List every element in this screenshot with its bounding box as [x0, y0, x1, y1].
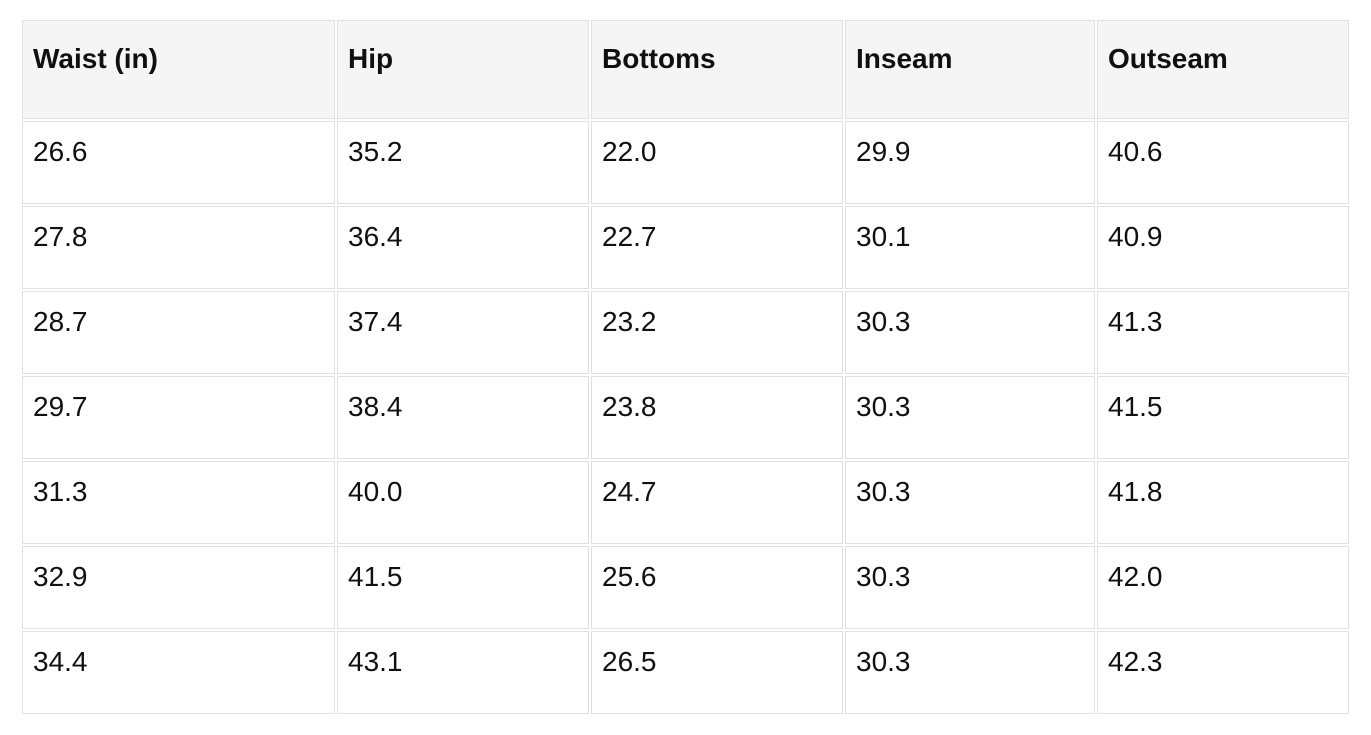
table-row: 26.6 35.2 22.0 29.9 40.6 [22, 121, 1349, 204]
cell-waist: 32.9 [22, 546, 335, 629]
cell-hip: 36.4 [337, 206, 589, 289]
cell-outseam: 41.5 [1097, 376, 1349, 459]
cell-inseam: 30.3 [845, 376, 1095, 459]
cell-outseam: 42.0 [1097, 546, 1349, 629]
cell-inseam: 30.1 [845, 206, 1095, 289]
cell-waist: 26.6 [22, 121, 335, 204]
cell-waist: 27.8 [22, 206, 335, 289]
column-header-bottoms: Bottoms [591, 20, 843, 119]
cell-bottoms: 25.6 [591, 546, 843, 629]
cell-bottoms: 23.2 [591, 291, 843, 374]
size-chart-wrapper: Waist (in) Hip Bottoms Inseam Outseam 26… [20, 18, 1351, 716]
cell-waist: 34.4 [22, 631, 335, 714]
column-header-waist: Waist (in) [22, 20, 335, 119]
table-row: 34.4 43.1 26.5 30.3 42.3 [22, 631, 1349, 714]
cell-hip: 40.0 [337, 461, 589, 544]
column-header-outseam: Outseam [1097, 20, 1349, 119]
column-header-inseam: Inseam [845, 20, 1095, 119]
table-row: 31.3 40.0 24.7 30.3 41.8 [22, 461, 1349, 544]
cell-waist: 29.7 [22, 376, 335, 459]
column-header-hip: Hip [337, 20, 589, 119]
cell-bottoms: 22.0 [591, 121, 843, 204]
cell-outseam: 42.3 [1097, 631, 1349, 714]
cell-hip: 35.2 [337, 121, 589, 204]
cell-outseam: 41.8 [1097, 461, 1349, 544]
table-row: 27.8 36.4 22.7 30.1 40.9 [22, 206, 1349, 289]
cell-waist: 28.7 [22, 291, 335, 374]
cell-inseam: 30.3 [845, 461, 1095, 544]
table-row: 29.7 38.4 23.8 30.3 41.5 [22, 376, 1349, 459]
cell-hip: 38.4 [337, 376, 589, 459]
cell-bottoms: 23.8 [591, 376, 843, 459]
cell-outseam: 41.3 [1097, 291, 1349, 374]
cell-bottoms: 24.7 [591, 461, 843, 544]
header-row: Waist (in) Hip Bottoms Inseam Outseam [22, 20, 1349, 119]
cell-hip: 41.5 [337, 546, 589, 629]
table-header: Waist (in) Hip Bottoms Inseam Outseam [22, 20, 1349, 119]
cell-outseam: 40.6 [1097, 121, 1349, 204]
cell-bottoms: 26.5 [591, 631, 843, 714]
cell-bottoms: 22.7 [591, 206, 843, 289]
cell-inseam: 30.3 [845, 291, 1095, 374]
cell-outseam: 40.9 [1097, 206, 1349, 289]
cell-hip: 37.4 [337, 291, 589, 374]
cell-inseam: 30.3 [845, 631, 1095, 714]
cell-inseam: 29.9 [845, 121, 1095, 204]
cell-inseam: 30.3 [845, 546, 1095, 629]
table-row: 32.9 41.5 25.6 30.3 42.0 [22, 546, 1349, 629]
cell-hip: 43.1 [337, 631, 589, 714]
table-row: 28.7 37.4 23.2 30.3 41.3 [22, 291, 1349, 374]
table-body: 26.6 35.2 22.0 29.9 40.6 27.8 36.4 22.7 … [22, 121, 1349, 714]
cell-waist: 31.3 [22, 461, 335, 544]
size-chart-table: Waist (in) Hip Bottoms Inseam Outseam 26… [20, 18, 1351, 716]
